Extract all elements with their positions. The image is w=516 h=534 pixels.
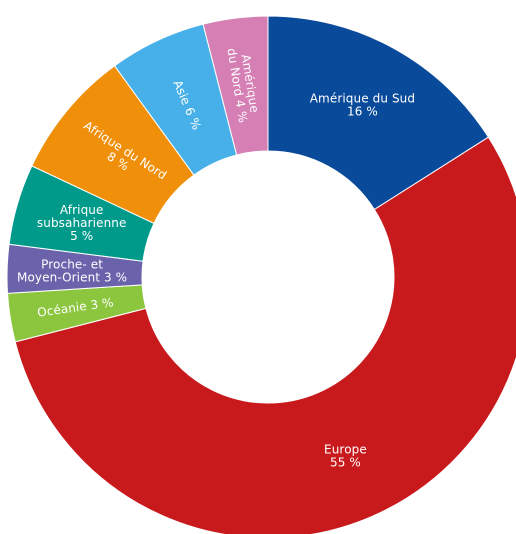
slice-label-line: 16 % <box>347 105 378 119</box>
slice-label-line: Afrique <box>60 203 104 217</box>
slice-label-line: Moyen-Orient 3 % <box>17 270 127 284</box>
slice-label-amerique-du-sud: Amérique du Sud 16 % <box>310 92 415 119</box>
slice-label-line: 5 % <box>70 229 93 243</box>
slice-label-line: subsaharienne <box>37 216 127 230</box>
slice-label-europe: Europe 55 % <box>324 442 367 469</box>
slice-europe <box>14 136 516 534</box>
slice-amerique-du-sud <box>267 15 490 211</box>
slice-label-proche-et-moyen-orient: Proche- et Moyen-Orient 3 % <box>17 257 127 284</box>
slice-label-line: Amérique du Sud <box>310 92 415 106</box>
slice-label-line: Europe <box>324 442 367 456</box>
slice-amerique-du-nord <box>202 15 269 156</box>
slice-label-line: Proche- et <box>41 257 103 271</box>
donut-slices <box>6 15 516 534</box>
slice-label-afrique-subsaharienne: Afrique subsaharienne 5 % <box>37 203 127 243</box>
slice-label-line: 55 % <box>330 455 361 469</box>
